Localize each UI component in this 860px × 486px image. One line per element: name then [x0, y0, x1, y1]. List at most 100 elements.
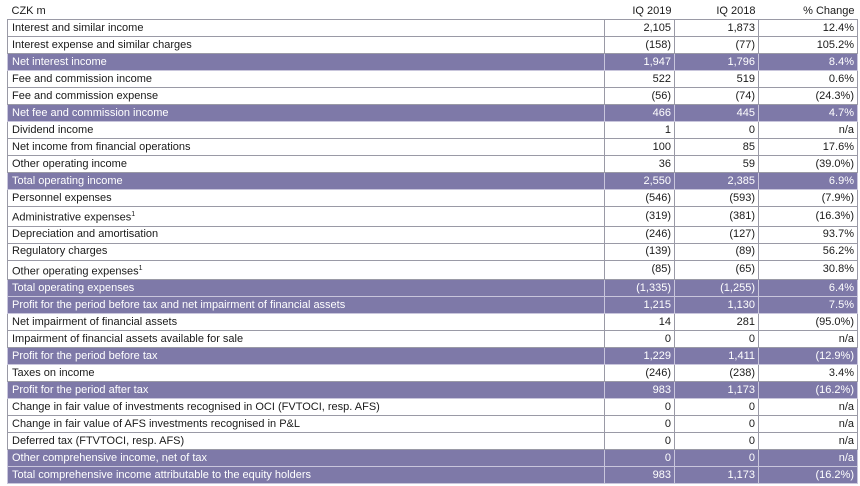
value-iq-2018: 1,173	[674, 466, 759, 485]
row-label: Taxes on income	[7, 364, 605, 383]
value-iq-2018: 0	[674, 398, 759, 417]
value-percent-change: (39.0%)	[758, 155, 858, 173]
value-iq-2019: 100	[604, 138, 675, 156]
row-label: Total comprehensive income attributable …	[7, 466, 605, 485]
table-row: Deferred tax (FTVTOCI, resp. AFS) 0 0 n/a	[7, 432, 858, 451]
value-iq-2019: 2,105	[604, 19, 675, 37]
value-iq-2018: 85	[674, 138, 759, 156]
row-label-text: Net fee and commission income	[12, 106, 169, 119]
row-label: Fee and commission expense	[7, 87, 605, 105]
table-row: Fee and commission expense (56) (74) (24.3%…	[7, 87, 858, 105]
value-percent-change: n/a	[758, 432, 858, 451]
value-iq-2019: 983	[604, 381, 675, 400]
row-label: Other operating income	[7, 155, 605, 173]
value-percent-change: n/a	[758, 398, 858, 417]
row-label: Change in fair value of investments reco…	[7, 398, 605, 417]
value-percent-change: 8.4%	[758, 53, 858, 71]
row-label: Profit for the period before tax	[7, 347, 605, 366]
table-row: Personnel expenses (546) (593) (7.9%)	[7, 189, 858, 207]
row-label: Personnel expenses	[7, 189, 605, 207]
row-label: Net impairment of financial assets	[7, 313, 605, 332]
value-iq-2019: 1	[604, 121, 675, 139]
row-label-text: Depreciation and amortisation	[12, 228, 159, 241]
value-iq-2019: (158)	[604, 36, 675, 54]
row-label-text: Regulatory charges	[12, 245, 108, 258]
row-label: Fee and commission income	[7, 70, 605, 88]
value-iq-2018: (127)	[674, 225, 759, 244]
value-iq-2018: 0	[674, 415, 759, 434]
value-iq-2018: 0	[674, 330, 759, 349]
value-percent-change: n/a	[758, 330, 858, 349]
row-label: Net income from financial operations	[7, 138, 605, 156]
footnote-marker: 1	[138, 264, 143, 272]
header-iq-2018: IQ 2018	[674, 3, 759, 20]
value-iq-2019: (319)	[604, 206, 675, 227]
value-percent-change: 30.8%	[758, 259, 858, 281]
row-label: Interest expense and similar charges	[7, 36, 605, 54]
row-label: Administrative expenses1	[7, 206, 605, 227]
table-row: Profit for the period before tax and net…	[7, 296, 858, 315]
footnote-marker: 1	[131, 211, 136, 218]
row-label-text: Interest expense and similar charges	[12, 38, 192, 51]
row-label: Other comprehensive income, net of tax	[7, 449, 605, 468]
table-row: Total operating income 2,550 2,385 6.9%	[7, 172, 858, 190]
row-label-text: Net income from financial operations	[12, 140, 191, 153]
row-label: Regulatory charges	[7, 242, 605, 261]
value-iq-2018: 0	[674, 121, 759, 139]
row-label-text: Profit for the period before tax and net…	[12, 298, 346, 311]
table-row: Net impairment of financial assets 14 281(…	[7, 313, 858, 332]
table-row: Other operating expenses1 (85) (65) 30.8%	[7, 259, 858, 281]
table-row: Profit for the period after tax 983 1,173(…	[7, 381, 858, 400]
header-label: CZK m	[7, 3, 605, 20]
header-iq-2019: IQ 2019	[604, 3, 675, 20]
value-percent-change: 6.9%	[758, 172, 858, 190]
value-percent-change: 3.4%	[758, 364, 858, 383]
value-percent-change: 6.4%	[758, 279, 858, 298]
row-label: Other operating expenses1	[7, 259, 605, 281]
value-percent-change: 56.2%	[758, 242, 858, 261]
row-label: Depreciation and amortisation	[7, 225, 605, 244]
value-iq-2018: 1,873	[674, 19, 759, 37]
table-row: Regulatory charges (139) (89) 56.2%	[7, 242, 858, 261]
value-percent-change: n/a	[758, 121, 858, 139]
value-iq-2018: 0	[674, 432, 759, 451]
value-iq-2018: 1,411	[674, 347, 759, 366]
value-iq-2019: 522	[604, 70, 675, 88]
row-label: Profit for the period before tax and net…	[7, 296, 605, 315]
value-iq-2018: 59	[674, 155, 759, 173]
value-percent-change: (16.3%)	[758, 206, 858, 227]
value-percent-change: 17.6%	[758, 138, 858, 156]
value-iq-2019: 1,947	[604, 53, 675, 71]
value-iq-2018: 1,796	[674, 53, 759, 71]
value-percent-change: (7.9%)	[758, 189, 858, 207]
value-iq-2018: (238)	[674, 364, 759, 383]
header-row: CZK m IQ 2019 IQ 2018 % Change	[7, 3, 858, 20]
value-percent-change: 0.6%	[758, 70, 858, 88]
table-row: Other comprehensive income, net of tax 0 0…	[7, 449, 858, 468]
row-label-text: Fee and commission income	[12, 72, 153, 85]
value-iq-2019: 0	[604, 398, 675, 417]
row-label: Total operating income	[7, 172, 605, 190]
value-iq-2018: 281	[674, 313, 759, 332]
value-iq-2019: 0	[604, 432, 675, 451]
row-label: Deferred tax (FTVTOCI, resp. AFS)	[7, 432, 605, 451]
table-row: Change in fair value of investments reco…	[7, 398, 858, 417]
table-row: Other operating income 36 59 (39.0%)	[7, 155, 858, 173]
row-label-text: Administrative expenses	[12, 211, 132, 224]
table-row: Interest expense and similar charges (158…	[7, 36, 858, 54]
value-iq-2018: (89)	[674, 242, 759, 261]
value-iq-2019: 2,550	[604, 172, 675, 190]
table-row: Dividend income 1 0 n/a	[7, 121, 858, 139]
row-label-text: Total operating expenses	[12, 281, 135, 294]
table-row: Administrative expenses1 (319) (381) (16.3%…	[7, 206, 858, 227]
value-iq-2019: 983	[604, 466, 675, 485]
value-iq-2018: 445	[674, 104, 759, 122]
value-percent-change: (95.0%)	[758, 313, 858, 332]
row-label: Net interest income	[7, 53, 605, 71]
row-label-text: Change in fair value of AFS investments …	[12, 417, 300, 430]
row-label-text: Other operating income	[12, 157, 127, 170]
row-label-text: Net interest income	[12, 55, 107, 68]
value-percent-change: 4.7%	[758, 104, 858, 122]
value-percent-change: (16.2%)	[758, 466, 858, 485]
table-row: Net income from financial operations 100 8…	[7, 138, 858, 156]
